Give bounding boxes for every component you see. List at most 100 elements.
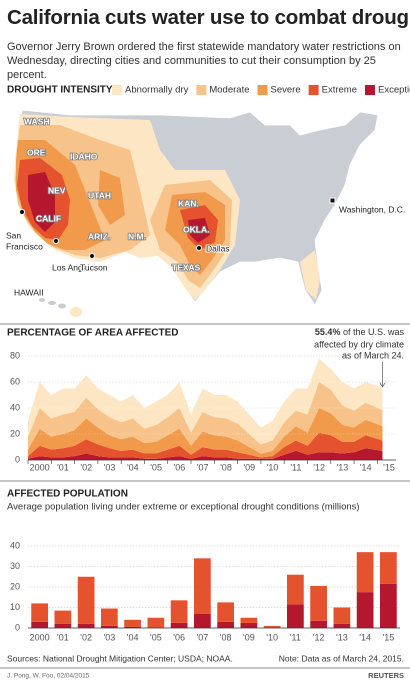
annotation-highlight: 55.4% <box>315 327 341 337</box>
chart-title: PERCENTAGE OF AREA AFFECTED <box>7 328 178 339</box>
bar <box>170 622 188 628</box>
legend-label: Exceptional <box>378 85 410 96</box>
city-label: San <box>6 230 21 240</box>
state-label: KAN. <box>178 198 199 208</box>
y-tick-label: 80 <box>10 350 20 360</box>
x-tick-label: '12 <box>313 632 325 642</box>
y-tick-label: 40 <box>10 540 20 550</box>
bar <box>77 576 95 624</box>
city-label: Washington, D.C. <box>339 204 405 214</box>
x-tick-label: '08 <box>220 632 232 642</box>
x-tick-label: '15 <box>383 462 395 472</box>
x-tick-label: 2000 <box>30 462 50 472</box>
state-label: OKLA. <box>183 224 209 234</box>
credit: J. Pong, W. Foo, 02/04/2015 <box>7 673 90 680</box>
x-tick-label: '04 <box>127 632 139 642</box>
y-tick-label: 20 <box>10 428 20 438</box>
city-dot <box>195 244 203 252</box>
island <box>39 298 45 302</box>
agency: REUTERS <box>368 671 404 680</box>
bar <box>310 585 327 621</box>
city-label: Tucson <box>80 262 108 272</box>
legend-label: Abnormally dry <box>125 85 189 96</box>
annotation-line: of the U.S. was <box>343 327 405 337</box>
city-label: Dallas <box>206 243 230 253</box>
x-tick-label: '03 <box>104 632 116 642</box>
x-tick-label: '05 <box>150 632 162 642</box>
bar <box>101 608 118 626</box>
annotation-line: affected by dry climate <box>314 339 404 349</box>
area <box>28 382 383 454</box>
bar <box>333 623 351 628</box>
legend-swatch <box>112 85 122 95</box>
x-tick-label: '06 <box>174 462 186 472</box>
bar <box>124 619 141 627</box>
area <box>28 408 383 458</box>
city-dot <box>52 237 60 245</box>
city-label: Francisco <box>6 241 43 251</box>
x-tick-label: '14 <box>360 462 372 472</box>
state-label: CALIF <box>36 213 61 223</box>
bar <box>31 603 48 622</box>
x-tick-label: '05 <box>150 462 162 472</box>
x-tick-label: '13 <box>337 462 349 472</box>
annotation: 55.4% of the U.S. was <box>315 327 405 337</box>
state-label: ORE <box>27 147 46 157</box>
island <box>48 301 56 305</box>
bar <box>54 610 72 624</box>
annotation-arrowhead <box>379 382 386 388</box>
bar <box>194 613 211 628</box>
y-tick-label: 20 <box>10 581 20 591</box>
city-dot <box>88 252 96 260</box>
x-tick-label: '01 <box>57 632 69 642</box>
bar <box>170 600 188 623</box>
state-label: WASH <box>24 116 50 126</box>
legend-label: Severe <box>271 85 301 96</box>
bar <box>356 592 374 628</box>
bar <box>124 626 141 628</box>
legend-swatch <box>308 85 319 95</box>
x-tick-label: '14 <box>359 632 371 642</box>
y-tick-label: 0 <box>15 622 20 632</box>
bar <box>217 621 234 628</box>
area <box>28 358 383 445</box>
x-tick-label: '10 <box>266 632 278 642</box>
bar <box>263 625 281 628</box>
city-dot <box>18 208 26 216</box>
city-dot <box>329 197 336 204</box>
bar <box>287 574 304 605</box>
x-tick-label: '12 <box>313 462 325 472</box>
us-map <box>13 109 379 317</box>
area <box>28 432 383 459</box>
x-tick-label: '08 <box>220 462 232 472</box>
y-tick-label: 10 <box>10 602 20 612</box>
bar <box>101 625 118 628</box>
chart-subtitle: Average population living under extreme … <box>7 502 360 513</box>
bar <box>287 604 304 628</box>
note: Note: Data as of March 24, 2015. <box>279 653 404 663</box>
legend-label: Extreme <box>322 85 357 96</box>
y-tick-label: 40 <box>10 402 20 412</box>
x-tick-label: '04 <box>127 462 139 472</box>
island <box>58 303 66 309</box>
hawaii <box>39 298 82 317</box>
y-tick-label: 30 <box>10 561 20 571</box>
bar <box>217 602 234 622</box>
state-label: ARIZ. <box>88 231 110 241</box>
bar <box>380 583 397 628</box>
city-label: Los Angeles <box>52 262 98 272</box>
x-tick-label: '09 <box>243 462 255 472</box>
x-tick-label: '10 <box>267 462 279 472</box>
bar <box>240 617 258 623</box>
y-tick-label: 60 <box>10 376 20 386</box>
subtitle: Governor Jerry Brown ordered the first s… <box>7 41 401 81</box>
bar <box>333 607 351 624</box>
legend-label: Moderate <box>209 85 249 96</box>
x-tick-label: '06 <box>173 632 185 642</box>
annotation-line: as of March 24. <box>342 350 404 360</box>
x-tick-label: '07 <box>197 632 209 642</box>
bar <box>194 558 211 614</box>
x-tick-label: '15 <box>383 632 395 642</box>
bar <box>31 621 48 628</box>
severe-area <box>98 170 125 225</box>
